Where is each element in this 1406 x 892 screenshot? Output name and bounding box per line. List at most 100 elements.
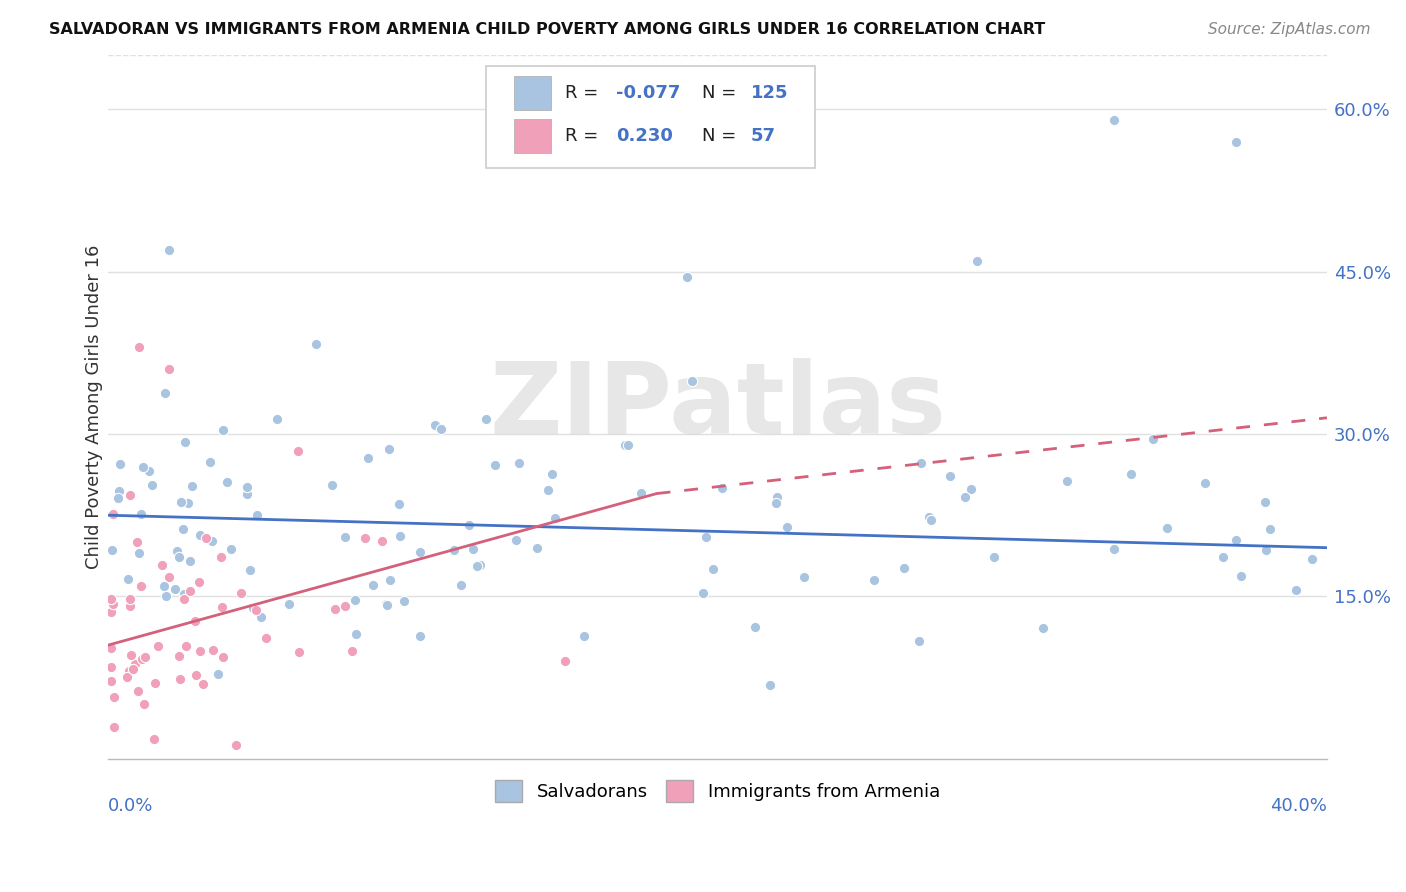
Point <box>378 442 401 456</box>
Point <box>118 488 141 502</box>
Text: 57: 57 <box>751 127 776 145</box>
Point <box>939 469 962 483</box>
Point <box>108 457 131 471</box>
Point <box>918 509 941 524</box>
Point <box>744 620 766 634</box>
Point <box>450 578 472 592</box>
Point <box>129 579 152 593</box>
Text: R =: R = <box>565 84 605 103</box>
Point <box>465 559 488 574</box>
Text: 40.0%: 40.0% <box>1270 797 1327 815</box>
Legend: Salvadorans, Immigrants from Armenia: Salvadorans, Immigrants from Armenia <box>488 773 948 810</box>
Point <box>229 586 252 600</box>
Point <box>127 535 149 549</box>
Point <box>127 684 149 698</box>
Point <box>354 531 377 545</box>
Point <box>765 496 787 510</box>
Point <box>124 657 146 671</box>
Point <box>443 543 465 558</box>
Point <box>236 487 259 501</box>
Point <box>184 615 207 629</box>
Point <box>169 672 191 686</box>
Point <box>207 666 229 681</box>
Text: Source: ZipAtlas.com: Source: ZipAtlas.com <box>1208 22 1371 37</box>
Point <box>134 650 156 665</box>
Point <box>132 460 155 475</box>
Point <box>537 483 560 497</box>
Point <box>170 494 193 508</box>
Point <box>1225 135 1247 149</box>
Point <box>143 731 166 746</box>
Point <box>176 639 198 653</box>
Y-axis label: Child Poverty Among Girls Under 16: Child Poverty Among Girls Under 16 <box>86 244 103 569</box>
Point <box>1102 541 1125 556</box>
Point <box>166 543 188 558</box>
Point <box>457 517 479 532</box>
Point <box>254 631 277 645</box>
Point <box>288 645 311 659</box>
Point <box>242 600 264 615</box>
Point <box>468 558 491 572</box>
Point <box>100 674 122 689</box>
Point <box>323 602 346 616</box>
Point <box>1156 521 1178 535</box>
Point <box>1056 474 1078 488</box>
Point <box>893 561 915 575</box>
Point <box>380 573 402 587</box>
Text: 0.0%: 0.0% <box>108 797 153 815</box>
Point <box>141 478 163 492</box>
Point <box>100 660 122 674</box>
Point <box>100 641 122 656</box>
Point <box>343 593 366 607</box>
FancyBboxPatch shape <box>486 66 815 168</box>
Point <box>179 554 201 568</box>
Point <box>1301 551 1323 566</box>
Point <box>363 577 385 591</box>
Point <box>695 530 717 544</box>
Point <box>172 522 194 536</box>
Point <box>630 486 652 500</box>
Point <box>103 597 125 611</box>
Point <box>173 591 195 606</box>
Point <box>157 243 180 257</box>
Point <box>389 529 412 543</box>
Point <box>1254 543 1277 558</box>
Point <box>153 579 176 593</box>
Point <box>344 627 367 641</box>
Point <box>711 481 734 495</box>
Point <box>759 678 782 692</box>
Point <box>157 362 180 376</box>
Bar <box>515 119 551 153</box>
Point <box>117 573 139 587</box>
Point <box>387 497 409 511</box>
Point <box>163 582 186 596</box>
Text: R =: R = <box>565 127 605 145</box>
Bar <box>515 77 551 110</box>
Point <box>101 507 124 521</box>
Point <box>103 690 125 704</box>
Point <box>505 533 527 547</box>
Point <box>1142 432 1164 446</box>
Point <box>188 643 211 657</box>
Point <box>955 490 977 504</box>
Point <box>201 533 224 548</box>
Point <box>186 668 208 682</box>
Point <box>333 530 356 544</box>
Point <box>201 643 224 657</box>
Point <box>132 698 155 712</box>
Point <box>100 592 122 607</box>
Point <box>103 720 125 734</box>
Point <box>239 562 262 576</box>
Point <box>169 549 191 564</box>
Point <box>335 599 357 613</box>
Point <box>211 650 233 665</box>
Point <box>215 475 238 489</box>
Point <box>266 412 288 426</box>
Point <box>676 270 699 285</box>
Point <box>1194 475 1216 490</box>
Point <box>191 677 214 691</box>
Point <box>100 606 122 620</box>
Point <box>1258 522 1281 536</box>
Point <box>211 423 233 437</box>
Point <box>776 520 799 534</box>
